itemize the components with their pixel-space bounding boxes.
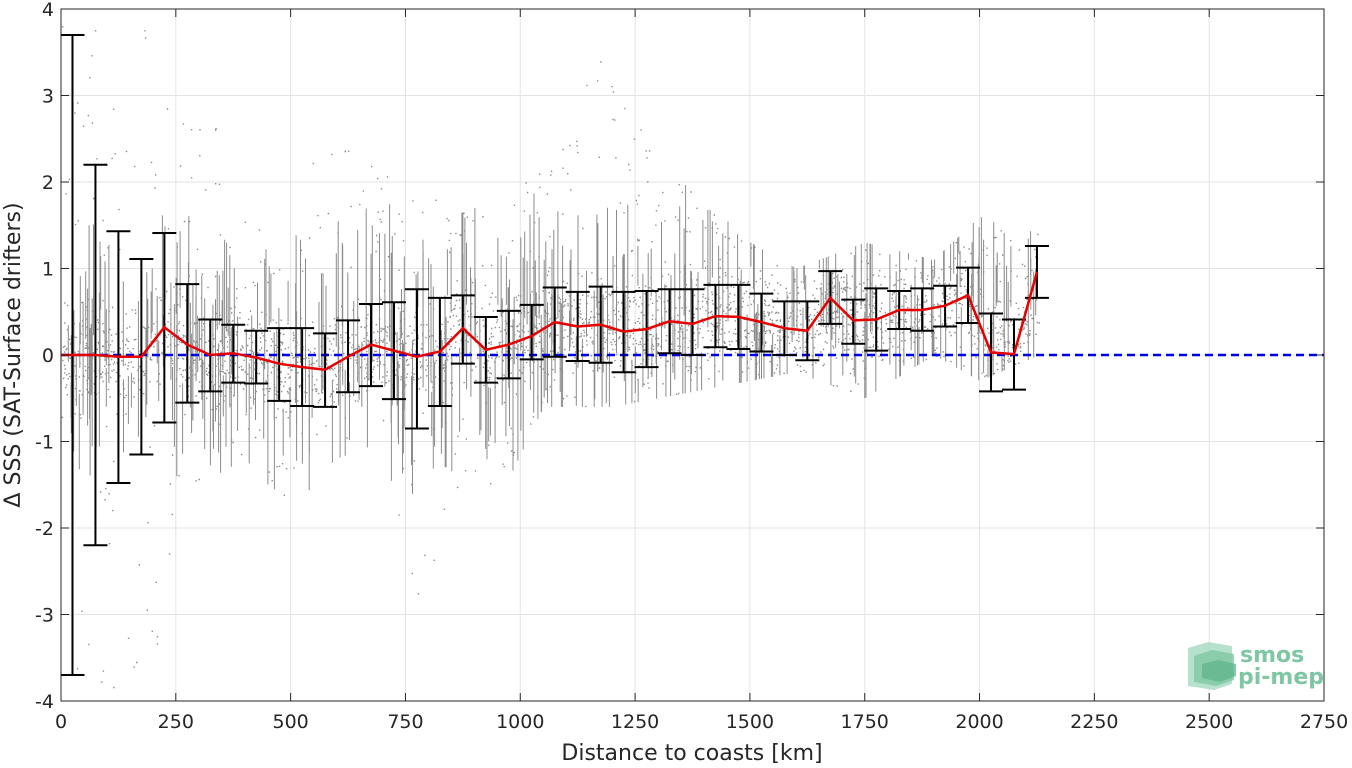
x-tick-label: 2750 xyxy=(1300,711,1348,733)
x-tick-label: 2000 xyxy=(955,711,1003,733)
x-tick-label: 500 xyxy=(273,711,309,733)
y-tick-label: -2 xyxy=(35,518,54,540)
x-tick-label: 250 xyxy=(158,711,194,733)
y-tick-label: 4 xyxy=(42,0,54,21)
y-tick-label: 0 xyxy=(42,345,54,367)
x-tick-label: 0 xyxy=(55,711,67,733)
y-axis-ticks: -4 -3 -2 -1 0 1 2 3 4 xyxy=(35,0,1324,713)
x-axis-label: Distance to coasts [km] xyxy=(561,741,822,766)
y-tick-label: -4 xyxy=(35,691,54,713)
logo-text-smos: smos xyxy=(1240,643,1304,668)
mean-series-line xyxy=(61,271,1039,371)
error-bar xyxy=(841,298,866,345)
logo-text-pimep: pi-mep xyxy=(1238,665,1324,690)
x-tick-label: 1750 xyxy=(841,711,889,733)
x-tick-label: 1500 xyxy=(726,711,774,733)
y-tick-label: 1 xyxy=(42,259,54,281)
logo-mark-icon xyxy=(1188,642,1236,690)
error-bar xyxy=(680,288,705,356)
x-tick-label: 2250 xyxy=(1070,711,1118,733)
y-tick-label: 2 xyxy=(42,172,54,194)
y-axis-label: Δ SSS (SAT-Surface drifters) xyxy=(1,202,26,507)
mean-line xyxy=(61,271,1039,371)
x-tick-label: 2500 xyxy=(1185,711,1233,733)
error-bar xyxy=(404,288,429,430)
y-tick-label: -1 xyxy=(35,432,54,454)
x-tick-label: 750 xyxy=(387,711,423,733)
y-tick-label: -3 xyxy=(35,605,54,627)
x-tick-label: 1000 xyxy=(496,711,544,733)
error-bar xyxy=(519,303,544,361)
x-axis-ticks: 0 250 500 750 1000 1250 1500 1750 2000 2250 2500 27… xyxy=(55,9,1348,733)
x-tick-label: 1250 xyxy=(611,711,659,733)
smos-pimep-logo: smos pi-mep xyxy=(1188,642,1324,690)
y-tick-label: 3 xyxy=(42,86,54,108)
